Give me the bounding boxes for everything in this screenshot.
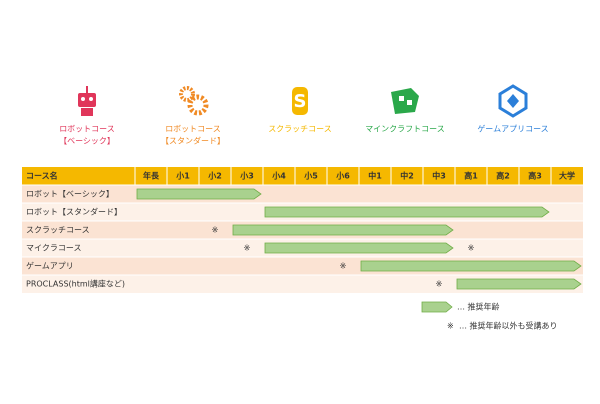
row-label: ロボット【スタンダード】 (26, 207, 122, 217)
icon-part (391, 88, 419, 114)
age-arrow (136, 188, 262, 200)
header-cell: 高2 (496, 171, 510, 181)
icon-part (81, 108, 93, 116)
note-mark: ※ (340, 262, 347, 271)
header-cell: 小2 (207, 171, 222, 181)
age-arrow (232, 224, 454, 236)
age-arrow (456, 278, 582, 290)
row-label: PROCLASS(html講座など) (26, 279, 125, 289)
legend-arrow (421, 301, 453, 313)
legend-text: … 推奨年齢以外も受講あり (459, 321, 558, 331)
header-cell: 小4 (271, 171, 286, 181)
row-label: ゲームアプリ (26, 261, 74, 271)
course-icon (391, 88, 419, 114)
note-mark: ※ (468, 244, 475, 253)
icon-part: S (294, 91, 307, 112)
header-cell: 高1 (464, 171, 478, 181)
age-arrow (264, 242, 454, 254)
header-cell: 小1 (175, 171, 190, 181)
note-mark: ※ (436, 280, 443, 289)
course-icon (179, 86, 209, 116)
header-cell: 小3 (239, 171, 254, 181)
course-label: ロボットコース (59, 125, 115, 134)
row-label: ロボット【ベーシック】 (26, 190, 114, 199)
header-cell: 中2 (400, 171, 414, 181)
course-icon (498, 84, 528, 118)
header-cell: 中3 (432, 171, 446, 181)
header-cell: 中1 (368, 171, 382, 181)
row-label: スクラッチコース (26, 226, 90, 235)
header-cell: 年長 (143, 171, 160, 181)
course-label: ゲームアプリコース (477, 124, 548, 134)
row-label: マイクラコース (26, 244, 81, 253)
icon-part (507, 94, 519, 108)
note-mark: ※ (212, 226, 219, 235)
icon-part (292, 87, 308, 115)
course-label: 【スタンダード】 (161, 136, 225, 146)
header-cell: コース名 (26, 171, 58, 181)
legend-mark: ※ (447, 322, 454, 331)
course-label: スクラッチコース (268, 125, 332, 134)
icon-part (407, 100, 412, 105)
age-arrow (264, 206, 550, 218)
icon-part (179, 86, 195, 102)
course-label: マインクラフトコース (365, 125, 445, 134)
icon-part (399, 96, 404, 101)
header-cell: 小6 (335, 171, 350, 181)
icon-part (187, 94, 209, 116)
header-cell: 大学 (559, 171, 575, 181)
course-icon (78, 86, 96, 116)
icon-part (89, 97, 93, 101)
header-row (22, 167, 583, 185)
icon-part (78, 93, 96, 107)
table-row (22, 275, 583, 293)
age-arrow (360, 260, 582, 272)
course-label: 【ベーシック】 (59, 137, 115, 146)
icon-part (81, 97, 85, 101)
note-mark: ※ (244, 244, 251, 253)
legend-text: … 推奨年齢 (457, 302, 500, 312)
header-cell: 高3 (528, 171, 542, 181)
course-label: ロボットコース (165, 125, 221, 134)
course-icon: S (292, 87, 308, 115)
icon-part (498, 84, 528, 118)
header-cell: 小5 (303, 171, 318, 181)
